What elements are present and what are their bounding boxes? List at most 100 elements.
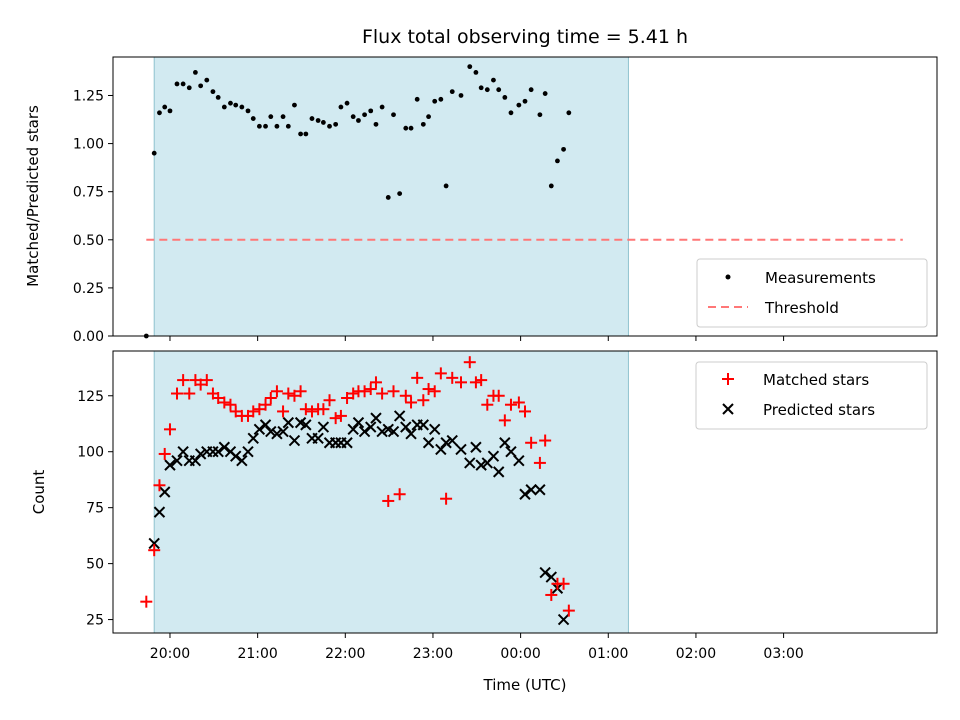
matched-star-point [194, 378, 207, 391]
predicted-star-point [212, 446, 224, 458]
predicted-star-point [282, 416, 295, 429]
predicted-star-point [539, 566, 551, 579]
top-y-axis-ticks: 0.00 0.25 0.50 0.75 1.00 1.25 [73, 88, 113, 345]
matched-star-point [282, 387, 295, 400]
matched-stars-series [140, 356, 575, 617]
top-x-axis-ticks [169, 336, 785, 341]
matched-star-point [512, 396, 525, 409]
measurement-point [516, 102, 522, 108]
measurement-point [215, 95, 221, 100]
predicted-star-point [288, 434, 301, 447]
predicted-star-point [387, 425, 400, 438]
predicted-star-point [492, 466, 505, 478]
predicted-star-point [242, 446, 254, 458]
predicted-star-point [464, 457, 476, 469]
x-tick-label: 02:00 [676, 646, 716, 662]
matched-star-point [229, 405, 242, 418]
matched-star-point [428, 385, 441, 398]
predicted-star-point [446, 434, 458, 447]
measurement-point [274, 123, 280, 129]
measurement-point [555, 158, 560, 164]
matched-star-point [469, 376, 482, 389]
measurement-point [285, 123, 291, 129]
predicted-star-point [475, 459, 487, 471]
matched-star-point [492, 389, 505, 402]
measurement-point [198, 83, 204, 89]
x-tick-label: 20:00 [150, 646, 190, 662]
predicted-star-point [253, 423, 266, 436]
top-shaded-span [153, 56, 629, 337]
measurement-point [449, 89, 455, 95]
legend-predicted-label: Predicted stars [763, 401, 875, 419]
measurement-point [458, 93, 464, 98]
predicted-star-point [164, 459, 176, 471]
bottom-shaded-span [153, 350, 629, 634]
x-tick-label: 22:00 [325, 646, 365, 662]
measurement-point [186, 85, 192, 91]
measurement-point [373, 121, 379, 127]
top-panel: 0.00 0.25 0.50 0.75 1.00 1.25 Matched/Predict… [24, 56, 938, 345]
measurement-point [528, 87, 534, 93]
y-tick-label: 0.75 [73, 185, 104, 201]
predicted-star-point [534, 484, 546, 496]
bottom-y-axis-label: Count [30, 470, 48, 515]
matched-star-point [446, 371, 459, 384]
matched-star-point [525, 436, 538, 449]
x-tick-label: 01:00 [588, 646, 628, 662]
predicted-star-point [148, 537, 160, 550]
measurement-point [443, 183, 449, 189]
measurement-point [508, 110, 514, 116]
measurement-point [391, 112, 396, 118]
matched-star-point [305, 405, 318, 418]
matched-star-point [317, 403, 330, 416]
matched-star-point [148, 544, 161, 557]
predicted-star-point [519, 488, 531, 500]
y-tick-label: 0.50 [73, 233, 104, 249]
measurement-point [167, 108, 173, 114]
predicted-star-point [525, 484, 537, 496]
x-axis-label: Time (UTC) [483, 676, 567, 694]
predicted-star-point [218, 441, 231, 453]
measurement-point [327, 123, 332, 129]
predicted-star-point [417, 419, 430, 431]
measurement-point [414, 96, 420, 102]
matched-star-point [557, 577, 570, 590]
bottom-legend-box [695, 361, 928, 430]
measurement-point [484, 87, 490, 93]
matched-star-point [539, 434, 552, 447]
measurement-point [221, 104, 227, 110]
matched-star-point [200, 374, 213, 387]
x-tick-label: 23:00 [413, 646, 453, 662]
measurement-point [542, 91, 548, 96]
measurement-point [548, 183, 554, 189]
y-tick-label: 75 [86, 501, 104, 517]
measurement-point [320, 120, 326, 125]
y-tick-label: 0.25 [73, 281, 104, 297]
measurement-point [350, 114, 356, 120]
measurement-point [478, 85, 484, 91]
matched-star-point [170, 387, 183, 400]
matched-star-point [382, 494, 395, 507]
predicted-star-point [487, 450, 500, 462]
measurement-point [298, 131, 303, 137]
measurement-point [561, 146, 566, 152]
matched-star-point [434, 367, 447, 380]
matched-star-point [277, 405, 290, 418]
predicted-star-point [365, 421, 377, 433]
legend-measurements-label: Measurements [765, 269, 876, 287]
predicted-star-point [405, 428, 417, 440]
matched-star-point [399, 389, 412, 402]
matched-star-point [329, 412, 342, 425]
measurement-point [268, 114, 274, 120]
matched-star-point [334, 409, 347, 422]
bottom-x-axis-ticks: 20:00 21:00 22:00 23:00 00:00 01:00 02:00 03:00 [150, 633, 804, 662]
bottom-legend: Matched stars Predicted stars [695, 361, 928, 430]
measurement-point [385, 195, 391, 200]
top-plot-frame [112, 56, 938, 337]
x-tick-label: 03:00 [763, 646, 803, 662]
matched-star-point [270, 385, 283, 398]
predicted-star-point [422, 437, 435, 449]
bottom-plot-frame [112, 350, 938, 634]
measurement-point [333, 121, 339, 127]
